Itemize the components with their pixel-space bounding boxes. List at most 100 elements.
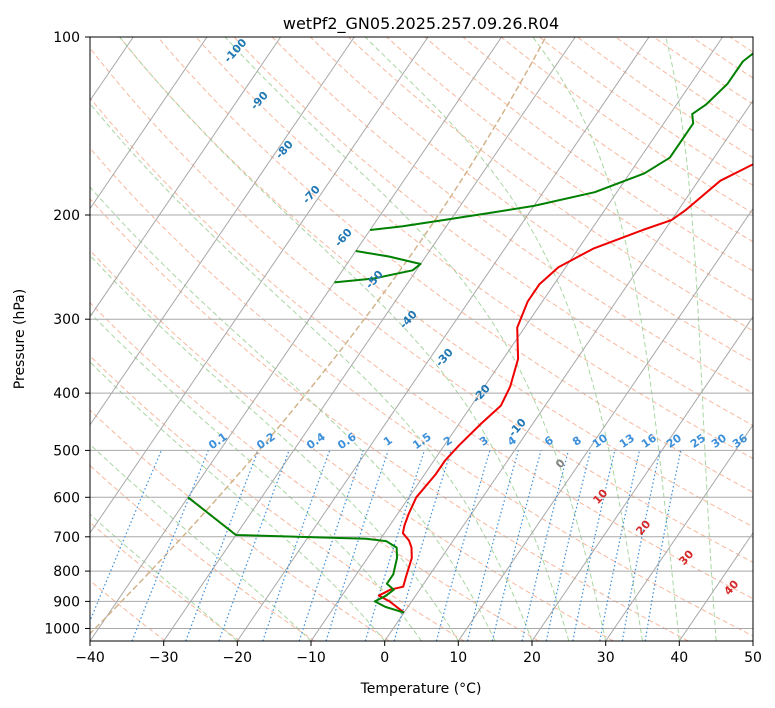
mixing-ratio-line bbox=[262, 450, 331, 641]
mixing-ratio-label: 10 bbox=[590, 431, 610, 451]
x-tick-label: −40 bbox=[75, 650, 105, 666]
moist-adiabat-line bbox=[90, 513, 238, 641]
mixing-ratio-line bbox=[644, 450, 682, 641]
moist-adiabat-line bbox=[119, 37, 570, 641]
isotherm-line bbox=[605, 423, 753, 641]
dry-adiabat-line bbox=[462, 37, 753, 243]
dry-adiabat-line bbox=[691, 37, 753, 79]
x-tick-label: −10 bbox=[296, 650, 326, 666]
mixing-ratio-label: 6 bbox=[542, 433, 556, 448]
mixing-ratio-line bbox=[466, 450, 519, 641]
x-tick-label: 10 bbox=[449, 650, 467, 666]
dry-adiabat-line bbox=[538, 37, 753, 186]
moist-adiabat-label: 0 bbox=[553, 456, 568, 471]
isotherm-line bbox=[163, 37, 576, 641]
x-axis-label: Temperature (°C) bbox=[360, 681, 482, 697]
mixing-ratio-line bbox=[435, 450, 491, 641]
dry-adiabat-line bbox=[90, 355, 465, 641]
mixing-ratio-label: 20 bbox=[664, 431, 684, 451]
dry-adiabat-line bbox=[119, 37, 753, 528]
y-tick-label: 400 bbox=[53, 386, 80, 402]
moist-adiabat-line bbox=[532, 37, 680, 641]
dry-adiabat-line bbox=[271, 37, 753, 394]
isotherm-line bbox=[457, 207, 753, 641]
dry-adiabat-line bbox=[90, 464, 315, 641]
dry-adiabat-line bbox=[310, 37, 753, 363]
mixing-ratio-line bbox=[364, 450, 425, 641]
y-tick-label: 100 bbox=[53, 30, 80, 46]
mixing-ratio-label: 16 bbox=[639, 431, 659, 451]
axis-ticks: −40 −30 −20 −10 0 10 20 30 40 5010020030040050060… bbox=[44, 30, 762, 666]
dry-adiabat-line bbox=[90, 249, 614, 641]
mixing-ratio-label: 30 bbox=[709, 431, 729, 451]
data-lines bbox=[187, 52, 753, 614]
isotherm-line bbox=[0, 37, 60, 641]
y-tick-label: 1000 bbox=[44, 622, 80, 638]
isotherm-line bbox=[678, 531, 753, 641]
moist-adiabat-line bbox=[90, 254, 459, 641]
mixing-ratio-line bbox=[131, 450, 209, 641]
mixing-ratio-line bbox=[572, 450, 616, 641]
y-tick-label: 200 bbox=[53, 208, 80, 224]
y-tick-label: 900 bbox=[53, 594, 80, 610]
moist-adiabat-label: 10 bbox=[590, 486, 610, 506]
y-tick-label: 800 bbox=[53, 564, 80, 580]
moist-adiabat-label: 40 bbox=[721, 577, 741, 597]
chart-title: wetPf2_GN05.2025.257.09.26.R04 bbox=[283, 14, 559, 34]
y-axis-label: Pressure (hPa) bbox=[12, 289, 28, 389]
mixing-ratio-label: 0.4 bbox=[304, 430, 328, 452]
y-tick-label: 500 bbox=[53, 443, 80, 459]
dry-adiabat-label: -60 bbox=[332, 226, 355, 250]
mixing-ratio-label: 3 bbox=[477, 434, 491, 449]
isotherm-line bbox=[90, 37, 355, 426]
dry-adiabat-line bbox=[386, 37, 753, 302]
dewpoint-profile-line-lower bbox=[187, 496, 405, 614]
dry-adiabat-line bbox=[90, 198, 689, 641]
dry-adiabat-line bbox=[233, 37, 753, 427]
dry-adiabat-line bbox=[90, 47, 753, 563]
plot-frame bbox=[89, 36, 754, 642]
moist-adiabat-line bbox=[90, 312, 422, 641]
mixing-ratio-line bbox=[393, 450, 452, 641]
moist-adiabat-line bbox=[90, 361, 386, 641]
x-tick-label: −20 bbox=[223, 650, 253, 666]
x-tick-label: 40 bbox=[670, 650, 688, 666]
dry-adiabat-line bbox=[90, 409, 390, 641]
mixing-ratio-label: 0.6 bbox=[335, 430, 359, 452]
dry-adiabat-label: -80 bbox=[273, 138, 296, 162]
dewpoint-profile-line-upper bbox=[369, 52, 753, 231]
mixing-ratio-line bbox=[325, 450, 389, 641]
moist-adiabat-line bbox=[90, 186, 496, 641]
dewpoint-profile-line-loop bbox=[334, 250, 422, 284]
dry-adiabat-line bbox=[768, 37, 775, 641]
dry-adiabat-label: -100 bbox=[221, 36, 249, 65]
dry-adiabat-line bbox=[500, 37, 753, 214]
moist-adiabat-label: 20 bbox=[633, 517, 653, 537]
isotherm-line bbox=[90, 37, 282, 318]
moist-adiabat-line bbox=[90, 443, 312, 641]
mixing-ratio-line bbox=[621, 450, 661, 641]
mixing-ratio-line bbox=[298, 450, 364, 641]
moist-adiabat-label: 30 bbox=[676, 547, 696, 567]
dry-adiabat-line bbox=[157, 37, 753, 493]
moist-adiabat-line bbox=[665, 37, 717, 641]
x-tick-label: 50 bbox=[744, 650, 762, 666]
dry-adiabat-line bbox=[90, 579, 166, 641]
dry-adiabat-line bbox=[90, 521, 241, 641]
mixing-ratio-line bbox=[218, 450, 290, 641]
mixing-ratio-line bbox=[185, 450, 259, 641]
moist-adiabat-line bbox=[224, 37, 607, 641]
x-tick-label: 20 bbox=[523, 650, 541, 666]
y-tick-label: 600 bbox=[53, 490, 80, 506]
dry-adiabat-label: -40 bbox=[397, 308, 420, 332]
dry-adiabat-label: -90 bbox=[248, 89, 271, 113]
mixing-ratio-line bbox=[491, 450, 542, 641]
y-tick-label: 300 bbox=[53, 312, 80, 328]
x-tick-label: 30 bbox=[597, 650, 615, 666]
x-tick-label: −30 bbox=[149, 650, 179, 666]
dry-adiabat-label: -50 bbox=[363, 268, 386, 292]
mixing-ratio-label: 13 bbox=[617, 431, 637, 450]
mixing-ratio-label: 1 bbox=[381, 434, 395, 449]
y-tick-label: 700 bbox=[53, 530, 80, 546]
